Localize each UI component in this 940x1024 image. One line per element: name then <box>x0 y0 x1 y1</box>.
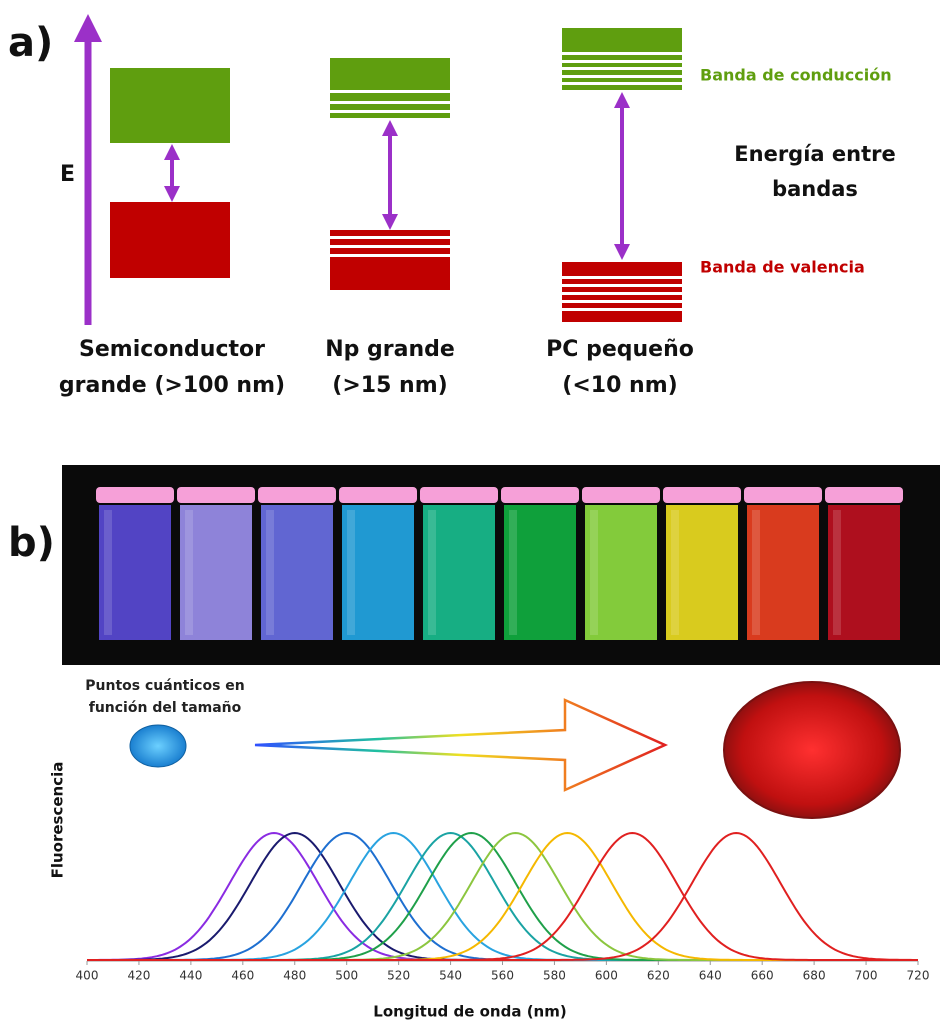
panel-label: a) <box>8 20 53 66</box>
vial-cap <box>420 487 498 503</box>
x-tick-label: 680 <box>803 969 826 983</box>
gap-label: bandas <box>772 177 858 201</box>
y-axis-label: Fluorescencia <box>49 762 67 879</box>
vial-cap <box>177 487 255 503</box>
vial-shine <box>104 510 112 635</box>
x-tick-label: 720 <box>907 969 930 983</box>
np-bands <box>330 58 450 290</box>
large-dot <box>724 682 900 818</box>
qd-bands <box>562 28 682 322</box>
size-caption: función del tamaño <box>89 700 242 716</box>
x-tick-label: 460 <box>231 969 254 983</box>
x-tick-label: 540 <box>439 969 462 983</box>
x-tick-label: 520 <box>387 969 410 983</box>
size-caption: Puntos cuánticos en <box>85 678 244 694</box>
x-tick-label: 500 <box>335 969 358 983</box>
vial-shine <box>428 510 436 635</box>
figure: a) E Semiconductor grande (>100 nm) Np g… <box>0 0 940 1024</box>
vial-shine <box>266 510 274 635</box>
spectra-plot: 400 420 440 460 480 500 520 540 560 580 600 620 640 6… <box>76 833 930 983</box>
column-title: (<10 nm) <box>562 373 677 398</box>
x-tick-label: 440 <box>179 969 202 983</box>
column-title: (>15 nm) <box>332 373 447 398</box>
vial-cap <box>501 487 579 503</box>
vial-shine <box>590 510 598 635</box>
x-tick-label: 700 <box>855 969 878 983</box>
vial-cap <box>744 487 822 503</box>
vial-shine <box>671 510 679 635</box>
energy-label: E <box>60 162 75 187</box>
vial-cap <box>825 487 903 503</box>
x-tick-label: 480 <box>283 969 306 983</box>
small-dot <box>130 725 186 767</box>
x-tick-label: 600 <box>595 969 618 983</box>
vial-cap <box>663 487 741 503</box>
vial-shine <box>752 510 760 635</box>
vial-shine <box>509 510 517 635</box>
gap-label: Energía entre <box>734 142 895 166</box>
column-title: Np grande <box>325 337 455 362</box>
size-arrow <box>255 700 665 790</box>
x-tick-label: 560 <box>491 969 514 983</box>
vial-cap <box>96 487 174 503</box>
conduction-label: Banda de conducción <box>700 66 892 85</box>
vial-cap <box>582 487 660 503</box>
x-tick-label: 400 <box>76 969 99 983</box>
valence-label: Banda de valencia <box>700 258 865 277</box>
vial-cap <box>339 487 417 503</box>
vial-cap <box>258 487 336 503</box>
vial-shine <box>185 510 193 635</box>
bulk-bands <box>110 68 230 278</box>
vial-shine <box>347 510 355 635</box>
x-tick-label: 640 <box>699 969 722 983</box>
column-title: grande (>100 nm) <box>59 373 285 398</box>
panel-label: b) <box>8 520 55 566</box>
x-tick-label: 420 <box>127 969 150 983</box>
spectrum-curve <box>87 833 918 960</box>
x-tick-label: 620 <box>647 969 670 983</box>
x-tick-label: 660 <box>751 969 774 983</box>
column-title: PC pequeño <box>546 337 694 362</box>
column-title: Semiconductor <box>79 337 265 362</box>
x-tick-label: 580 <box>543 969 566 983</box>
x-axis-label: Longitud de onda (nm) <box>373 1003 566 1021</box>
vial-shine <box>833 510 841 635</box>
